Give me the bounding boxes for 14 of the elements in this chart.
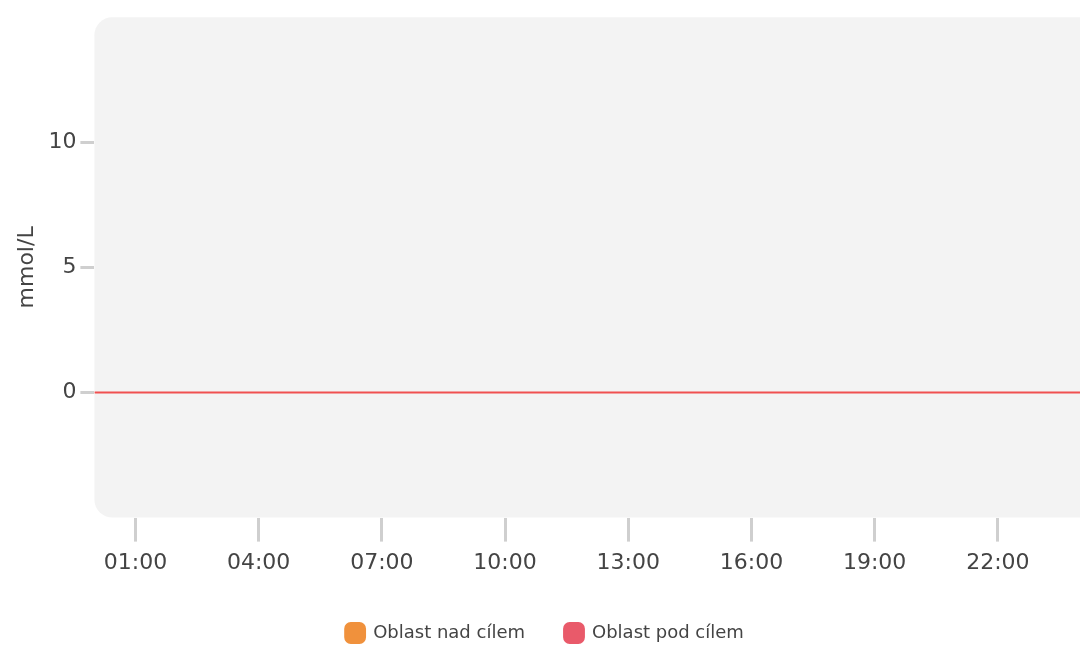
x-tick-label: 10:00 [473,548,537,574]
legend-label: Oblast pod cílem [592,620,744,642]
x-tick-label: 16:00 [719,548,784,574]
y-tick-label: 0 [62,378,77,404]
x-tick-label: 22:00 [966,548,1030,574]
x-tick-label: 13:00 [596,548,660,574]
legend-label: Oblast nad cílem [373,620,525,642]
y-axis-title: mmol/L [12,225,38,309]
y-tick-label: 10 [48,128,77,154]
x-tick-label: 07:00 [350,548,414,574]
x-tick-label: 19:00 [842,548,907,574]
x-tick-label: 04:00 [226,548,291,574]
x-tick-label: 01:00 [103,548,168,574]
y-tick-label: 5 [62,253,77,279]
